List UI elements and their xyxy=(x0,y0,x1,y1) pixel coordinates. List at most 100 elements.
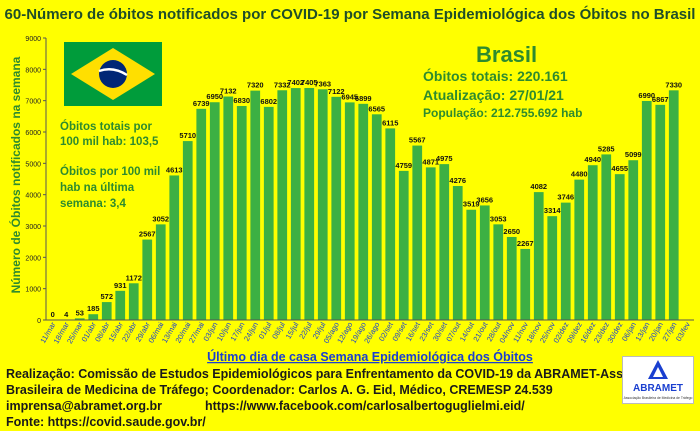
bar xyxy=(223,96,234,320)
y-axis-label: Número de Óbitos notificados na semana xyxy=(8,56,23,293)
bar xyxy=(479,205,490,320)
total-deaths: Óbitos totais: 220.161 xyxy=(423,68,568,84)
bar xyxy=(169,175,180,320)
bar-value-label: 2567 xyxy=(139,230,156,239)
bar-value-label: 7132 xyxy=(220,87,237,96)
bar xyxy=(209,102,220,320)
x-tick-label: 03/fev xyxy=(674,320,692,342)
bar xyxy=(331,96,342,321)
brazil-flag-icon xyxy=(64,42,162,106)
bar xyxy=(398,170,409,320)
bar xyxy=(128,283,139,320)
bar-value-label: 572 xyxy=(100,292,113,301)
bar xyxy=(263,106,274,320)
bar-value-label: 5285 xyxy=(598,144,615,153)
bar xyxy=(277,90,288,320)
bar-value-label: 7405 xyxy=(301,78,318,87)
bar-value-label: 5567 xyxy=(409,136,426,145)
footer-facebook: https://www.facebook.com/carlosalbertogu… xyxy=(205,399,525,413)
bar-value-label: 7332 xyxy=(274,80,291,89)
bar xyxy=(358,103,369,321)
y-tick-label: 0 xyxy=(37,318,41,325)
bar xyxy=(628,160,639,320)
y-tick-label: 8000 xyxy=(25,67,41,74)
bar-value-label: 2650 xyxy=(503,227,520,236)
bar-value-label: 3656 xyxy=(476,195,493,204)
bar-value-label: 931 xyxy=(114,281,127,290)
bar xyxy=(520,248,531,320)
bar xyxy=(236,105,247,320)
bar-value-label: 4655 xyxy=(611,164,628,173)
y-tick-label: 1000 xyxy=(25,287,41,294)
y-tick-label: 9000 xyxy=(25,36,41,43)
bar-value-label: 4940 xyxy=(584,155,601,164)
abramet-logo-icon: ABRAMET Associação Brasileira de Medicin… xyxy=(624,360,693,400)
bar-value-label: 3519 xyxy=(463,200,480,209)
per100k-line2: 100 mil hab: 103,5 xyxy=(60,136,159,148)
bar-value-label: 4759 xyxy=(395,161,412,170)
bar-value-label: 7320 xyxy=(247,81,264,90)
bar xyxy=(317,89,328,320)
bar xyxy=(412,145,423,320)
bar-value-label: 6945 xyxy=(341,92,358,101)
bar-value-label: 5099 xyxy=(625,150,642,159)
country-name: Brasil xyxy=(476,42,538,67)
bar xyxy=(250,90,261,320)
bar-value-label: 7363 xyxy=(314,79,331,88)
bar xyxy=(655,104,666,320)
bar xyxy=(574,179,585,320)
bar-value-label: 3746 xyxy=(557,193,574,202)
bar-value-label: 4276 xyxy=(449,176,466,185)
bar xyxy=(142,239,153,320)
bar xyxy=(290,88,301,320)
bar xyxy=(466,209,477,320)
x-axis: 11/mar18/mar25/mar01/abr08/abr15/abr22/a… xyxy=(38,319,694,345)
bar-value-label: 7122 xyxy=(328,87,345,96)
bar-value-label: 6899 xyxy=(355,94,372,103)
bar xyxy=(182,141,193,320)
bar-value-label: 3053 xyxy=(490,214,507,223)
bar xyxy=(560,202,571,320)
abramet-logo: ABRAMET Associação Brasileira de Medicin… xyxy=(622,356,694,404)
bar xyxy=(439,164,450,320)
bar-value-label: 6739 xyxy=(193,99,210,108)
bar-value-label: 6950 xyxy=(206,92,223,101)
bar-value-label: 4 xyxy=(64,310,69,319)
bar xyxy=(304,87,315,320)
bar-value-label: 4480 xyxy=(571,170,588,179)
bar-value-label: 1172 xyxy=(126,273,142,282)
footer-source: Fonte: https://covid.saude.gov.br/ xyxy=(6,415,206,429)
chart-title: 60-Número de óbitos notificados por COVI… xyxy=(4,6,696,23)
bar-value-label: 5710 xyxy=(179,131,196,140)
bar xyxy=(155,224,166,320)
logo-name: ABRAMET xyxy=(633,383,683,394)
bar xyxy=(452,186,463,320)
bar-value-label: 7330 xyxy=(665,80,682,89)
bar-value-label: 0 xyxy=(51,310,55,319)
bar xyxy=(385,128,396,320)
bar-value-label: 185 xyxy=(87,304,100,313)
bar-value-label: 6867 xyxy=(652,95,669,104)
update-date: Atualização: 27/01/21 xyxy=(423,87,564,103)
bar xyxy=(115,290,126,320)
y-tick-label: 4000 xyxy=(25,193,41,200)
bar-value-label: 4613 xyxy=(166,165,183,174)
bar-value-label: 6565 xyxy=(368,104,385,113)
bar xyxy=(493,224,504,320)
bar xyxy=(101,302,112,320)
y-axis: 0 1000 2000 3000 4000 5000 6000 7000 8000 9000 xyxy=(25,36,47,325)
x-axis-label: Último dia de casa Semana Epidemiológica… xyxy=(207,349,533,364)
bar xyxy=(533,192,544,320)
bar-value-label: 6802 xyxy=(260,97,277,106)
bar xyxy=(196,108,207,320)
bar xyxy=(668,90,679,321)
y-tick-label: 2000 xyxy=(25,255,41,262)
lastweek-line1: Óbitos por 100 mil xyxy=(60,166,161,178)
bar-value-label: 3314 xyxy=(544,206,562,215)
bar-value-label: 7402 xyxy=(287,78,304,87)
per100k-line1: Óbitos totais por xyxy=(60,121,152,133)
bar-value-label: 3052 xyxy=(152,214,169,223)
